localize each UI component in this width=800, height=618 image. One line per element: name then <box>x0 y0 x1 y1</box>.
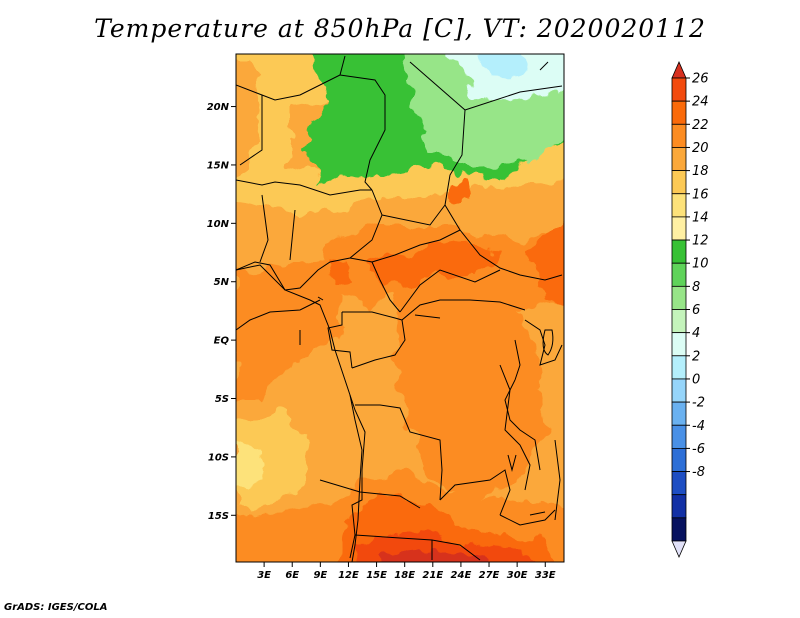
lon-label: 33E <box>535 570 556 581</box>
colorbar-swatch <box>671 424 687 449</box>
colorbar-label: 16 <box>692 187 709 202</box>
lat-label: 5S <box>215 394 229 405</box>
temperature-field <box>236 54 564 562</box>
coastline <box>236 61 554 562</box>
lat-label: 15N <box>207 160 230 171</box>
colorbar-swatch <box>671 123 687 148</box>
colorbar-swatch <box>671 77 687 102</box>
colorbar-swatch <box>671 309 687 334</box>
lon-label: 21E <box>422 570 443 581</box>
colorbar-swatch <box>671 285 687 310</box>
colorbar-swatch <box>671 517 687 542</box>
colorbar-label: -4 <box>692 419 705 434</box>
colorbar-label: 2 <box>692 349 700 364</box>
colorbar-label: -2 <box>692 396 705 411</box>
colorbar-label: 14 <box>692 210 709 225</box>
lat-label: 10S <box>208 452 229 463</box>
lat-label: EQ <box>214 336 230 347</box>
colorbar-swatch <box>671 193 687 218</box>
colorbar-swatch <box>671 239 687 264</box>
colorbar-swatch <box>671 447 687 472</box>
colorbar-swatch <box>671 170 687 195</box>
colorbar-label: 24 <box>692 95 709 110</box>
lat-label: 5N <box>214 277 230 288</box>
colorbar-swatch <box>671 355 687 380</box>
colorbar-swatch <box>671 332 687 357</box>
lon-label: 6E <box>285 570 299 581</box>
colorbar-bottom-triangle <box>671 540 687 558</box>
lon-label: 15E <box>366 570 387 581</box>
colorbar-label: 22 <box>692 118 709 133</box>
colorbar-label: 4 <box>692 326 700 341</box>
colorbar-top-triangle <box>671 61 687 79</box>
colorbar-swatch <box>671 378 687 403</box>
colorbar-swatch <box>671 262 687 287</box>
latitude-axis: 20N 15N 10N 5N EQ 5S 10S 15S <box>207 102 236 522</box>
chart-title: Temperature at 850hPa [C], VT: 202002011… <box>94 14 706 43</box>
colorbar-swatch <box>671 471 687 496</box>
colorbar-label: 6 <box>692 303 700 318</box>
lon-label: 3E <box>257 570 271 581</box>
lon-label: 12E <box>338 570 359 581</box>
colorbar-label: 8 <box>692 280 700 295</box>
colorbar-label: 10 <box>692 257 709 272</box>
colorbar-label: 0 <box>692 372 700 387</box>
lat-label: 20N <box>207 102 230 113</box>
lon-label: 30E <box>507 570 528 581</box>
lat-label: 10N <box>207 219 230 230</box>
boundary-lines <box>236 55 563 561</box>
colorbar-label: 12 <box>692 234 709 249</box>
colorbar-label: -8 <box>692 465 705 480</box>
lon-label: 18E <box>394 570 415 581</box>
colorbar-swatch <box>671 100 687 125</box>
colorbar-label: 20 <box>692 141 709 156</box>
lat-label: 15S <box>208 511 229 522</box>
colorbar-swatch <box>671 147 687 171</box>
colorbar-swatch <box>671 494 687 519</box>
colorbar-label: 26 <box>692 72 709 87</box>
lon-label: 9E <box>313 570 327 581</box>
lon-label: 27E <box>479 570 500 581</box>
lon-label: 24E <box>451 570 472 581</box>
colorbar-swatch <box>671 216 687 241</box>
grads-credit: GrADS: IGES/COLA <box>4 602 108 613</box>
longitude-axis: 3E 6E 9E 12E 15E 18E 21E 24E 27E 30E 33E <box>257 562 556 581</box>
map-frame <box>235 53 565 563</box>
colorbar-label: -6 <box>692 442 705 457</box>
colorbar-swatch <box>671 401 687 426</box>
colorbar-label: 18 <box>692 164 709 179</box>
